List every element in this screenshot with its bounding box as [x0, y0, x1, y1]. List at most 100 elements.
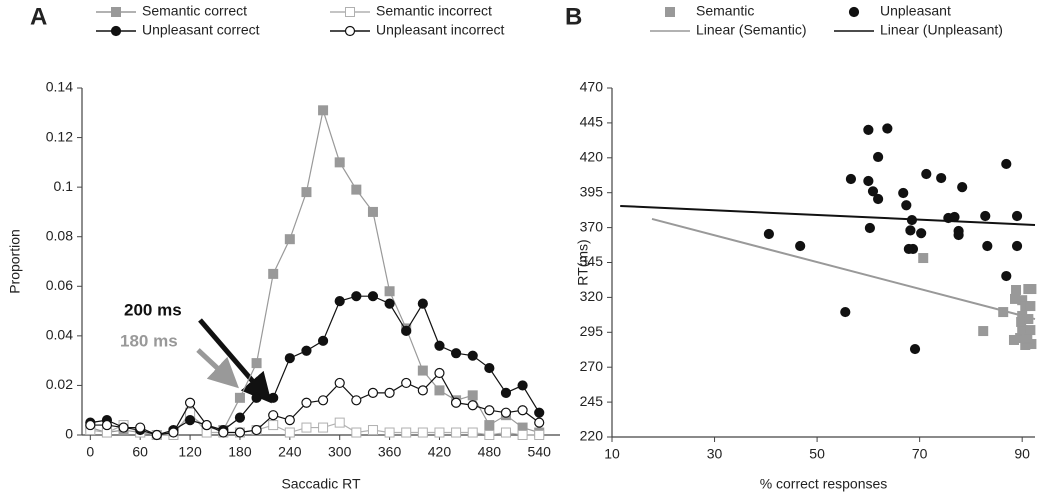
x-axis-label: % correct responses — [760, 476, 888, 492]
y-tick-label: 0.06 — [46, 277, 73, 293]
data-point — [284, 234, 295, 245]
data-point — [367, 291, 379, 302]
data-point — [251, 424, 262, 436]
series-line — [651, 217, 1036, 321]
data-point — [384, 387, 395, 398]
data-point — [905, 225, 916, 236]
data-point — [301, 187, 312, 198]
arrow — [198, 318, 272, 404]
data-point — [1011, 210, 1023, 222]
data-point — [101, 419, 113, 431]
data-point — [334, 157, 345, 168]
data-point — [863, 175, 874, 187]
y-tick-label: 220 — [580, 428, 604, 444]
data-point — [218, 427, 229, 438]
data-point — [763, 228, 774, 240]
y-tick-label: 320 — [580, 288, 604, 304]
data-point — [251, 392, 262, 403]
y-tick-label: 445 — [580, 114, 604, 130]
data-point — [916, 228, 927, 239]
data-point — [417, 298, 428, 309]
data-point — [840, 306, 851, 318]
panel-label: B — [565, 3, 582, 30]
data-point — [234, 392, 245, 403]
data-point — [401, 427, 412, 438]
x-tick-label: 420 — [428, 444, 452, 460]
panel-label: A — [30, 3, 47, 30]
data-point — [367, 425, 378, 436]
data-point — [517, 430, 528, 440]
data-point — [873, 193, 884, 205]
data-point — [450, 397, 462, 408]
legend-label: Semantic — [696, 3, 754, 19]
y-tick-label: 0.08 — [46, 227, 73, 243]
data-point — [417, 365, 428, 376]
data-point — [434, 385, 445, 396]
data-point — [351, 395, 362, 406]
legend-marker — [344, 25, 356, 37]
data-point — [936, 172, 947, 184]
data-point — [909, 343, 921, 355]
data-point — [534, 430, 545, 440]
legend-marker — [110, 25, 122, 37]
data-point — [978, 326, 989, 337]
x-tick-label: 30 — [707, 446, 723, 462]
data-point — [268, 420, 279, 431]
x-tick-label: 90 — [1014, 446, 1030, 462]
data-point — [268, 410, 279, 421]
y-tick-label: 395 — [580, 183, 604, 199]
data-point — [1011, 240, 1023, 252]
data-point — [384, 427, 395, 438]
data-point — [251, 358, 262, 369]
data-point — [201, 419, 212, 431]
x-axis-label: Saccadic RT — [281, 476, 361, 492]
data-point — [434, 367, 445, 379]
data-point — [268, 392, 279, 403]
data-point — [301, 345, 312, 356]
legend-marker — [111, 7, 121, 17]
annotation: 200 ms — [124, 300, 182, 319]
x-tick-label: 0 — [86, 444, 94, 460]
y-tick-label: 0.12 — [46, 128, 73, 144]
data-point — [384, 298, 395, 309]
data-point — [517, 405, 528, 416]
data-point — [434, 427, 445, 438]
data-point — [401, 377, 412, 389]
data-point — [301, 397, 312, 408]
x-tick-label: 50 — [809, 446, 825, 462]
data-point — [517, 380, 528, 391]
data-point — [467, 427, 478, 438]
data-point — [534, 407, 545, 418]
data-point — [1001, 270, 1012, 282]
series-line — [620, 204, 1036, 226]
data-point — [417, 385, 428, 396]
data-point — [863, 124, 874, 135]
data-point — [351, 184, 362, 195]
y-tick-label: 0.04 — [46, 327, 73, 343]
y-axis-label: RT(ms) — [575, 239, 591, 285]
data-point — [882, 123, 893, 134]
legend-label: Unpleasant incorrect — [376, 22, 505, 38]
data-point — [317, 335, 329, 346]
x-tick-label: 480 — [478, 444, 502, 460]
series-line — [90, 372, 540, 436]
data-point — [1001, 158, 1012, 170]
y-tick-label: 420 — [580, 149, 604, 165]
data-point — [318, 105, 329, 116]
legend-label: Unpleasant correct — [142, 22, 260, 38]
y-tick-label: 0.02 — [46, 376, 73, 392]
data-point — [234, 427, 246, 438]
data-point — [317, 395, 329, 406]
y-axis-label: Proportion — [7, 229, 23, 294]
data-point — [151, 429, 162, 441]
data-point — [980, 210, 991, 222]
data-point — [484, 430, 495, 440]
y-tick-label: 295 — [580, 323, 604, 339]
y-tick-label: 0.14 — [46, 79, 73, 95]
data-point — [982, 240, 993, 252]
data-point — [85, 419, 96, 431]
legend-label: Linear (Unpleasant) — [880, 22, 1003, 38]
data-point — [284, 415, 295, 426]
data-point — [484, 362, 495, 374]
x-tick-label: 10 — [604, 446, 620, 462]
